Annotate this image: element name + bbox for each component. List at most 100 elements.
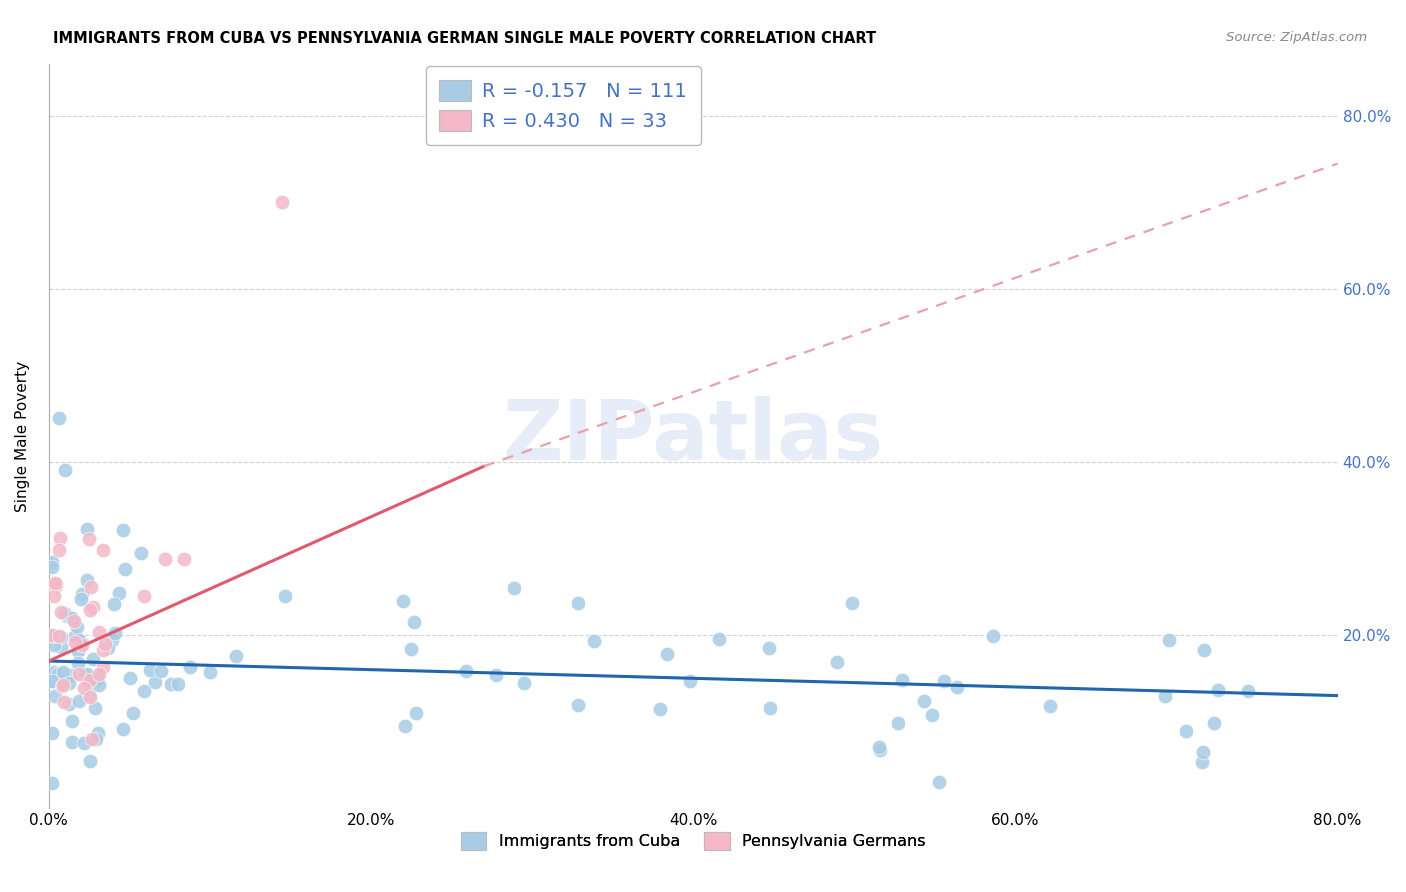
Point xyxy=(70,587,93,601)
Point xyxy=(1154,689,1177,703)
Point xyxy=(41,726,63,740)
Point xyxy=(891,673,914,687)
Point xyxy=(41,673,63,687)
Point xyxy=(86,673,108,687)
Point xyxy=(48,410,70,425)
Point xyxy=(66,657,89,671)
Point xyxy=(67,633,90,648)
Point xyxy=(167,677,190,691)
Point xyxy=(198,665,221,680)
Point xyxy=(49,531,72,545)
Point xyxy=(921,708,943,723)
Point xyxy=(51,640,73,654)
Point xyxy=(67,694,90,708)
Point xyxy=(709,632,731,647)
Point xyxy=(932,673,955,688)
Point xyxy=(87,624,110,639)
Point xyxy=(112,523,135,537)
Point xyxy=(114,562,136,576)
Point xyxy=(60,735,83,749)
Point xyxy=(41,560,63,574)
Point xyxy=(58,697,80,711)
Point xyxy=(87,678,110,692)
Point xyxy=(53,606,76,620)
Point xyxy=(73,681,96,696)
Point xyxy=(149,665,172,679)
Point xyxy=(53,463,76,477)
Point xyxy=(79,673,101,687)
Point xyxy=(868,739,890,754)
Point xyxy=(76,573,98,587)
Point xyxy=(45,579,67,593)
Point xyxy=(179,660,201,674)
Point xyxy=(1204,715,1226,730)
Point xyxy=(100,632,122,647)
Point xyxy=(45,631,67,645)
Point xyxy=(79,690,101,704)
Text: ZIPatlas: ZIPatlas xyxy=(503,395,884,476)
Point xyxy=(44,689,66,703)
Point xyxy=(65,635,87,649)
Point xyxy=(70,638,93,652)
Point xyxy=(60,611,83,625)
Point xyxy=(139,663,162,677)
Point xyxy=(103,597,125,611)
Point xyxy=(77,533,100,547)
Point xyxy=(52,678,75,692)
Point xyxy=(271,195,294,210)
Point xyxy=(41,628,63,642)
Point xyxy=(67,667,90,681)
Point xyxy=(983,629,1005,643)
Point xyxy=(583,634,606,648)
Point xyxy=(76,666,98,681)
Legend: Immigrants from Cuba, Pennsylvania Germans: Immigrants from Cuba, Pennsylvania Germa… xyxy=(454,826,932,856)
Point xyxy=(76,522,98,536)
Point xyxy=(41,673,63,688)
Point xyxy=(91,659,114,673)
Point xyxy=(454,664,477,678)
Point xyxy=(79,603,101,617)
Point xyxy=(679,674,702,689)
Point xyxy=(1194,643,1216,657)
Point xyxy=(41,629,63,643)
Point xyxy=(1191,755,1213,769)
Point xyxy=(402,615,425,629)
Point xyxy=(841,596,863,610)
Point xyxy=(82,599,104,614)
Point xyxy=(1039,699,1062,714)
Point xyxy=(58,667,80,681)
Point xyxy=(399,641,422,656)
Point xyxy=(825,655,848,669)
Point xyxy=(45,577,67,591)
Point xyxy=(1192,745,1215,759)
Point xyxy=(84,732,107,747)
Point xyxy=(77,687,100,701)
Point xyxy=(887,716,910,731)
Point xyxy=(79,754,101,768)
Point xyxy=(121,706,143,720)
Point xyxy=(928,774,950,789)
Point xyxy=(73,736,96,750)
Point xyxy=(648,702,671,716)
Point xyxy=(91,642,114,657)
Point xyxy=(120,671,142,685)
Point xyxy=(392,594,415,608)
Point xyxy=(49,630,72,644)
Point xyxy=(394,719,416,733)
Text: IMMIGRANTS FROM CUBA VS PENNSYLVANIA GERMAN SINGLE MALE POVERTY CORRELATION CHAR: IMMIGRANTS FROM CUBA VS PENNSYLVANIA GER… xyxy=(53,31,876,46)
Point xyxy=(46,666,69,681)
Point xyxy=(173,552,195,566)
Point xyxy=(82,652,104,666)
Point xyxy=(104,626,127,640)
Point xyxy=(869,743,891,757)
Point xyxy=(946,680,969,694)
Point xyxy=(758,640,780,655)
Point xyxy=(41,776,63,790)
Point xyxy=(51,679,73,693)
Point xyxy=(63,629,86,643)
Point xyxy=(53,696,76,710)
Point xyxy=(1174,724,1197,739)
Point xyxy=(108,585,131,599)
Point xyxy=(1159,632,1181,647)
Point xyxy=(1237,684,1260,698)
